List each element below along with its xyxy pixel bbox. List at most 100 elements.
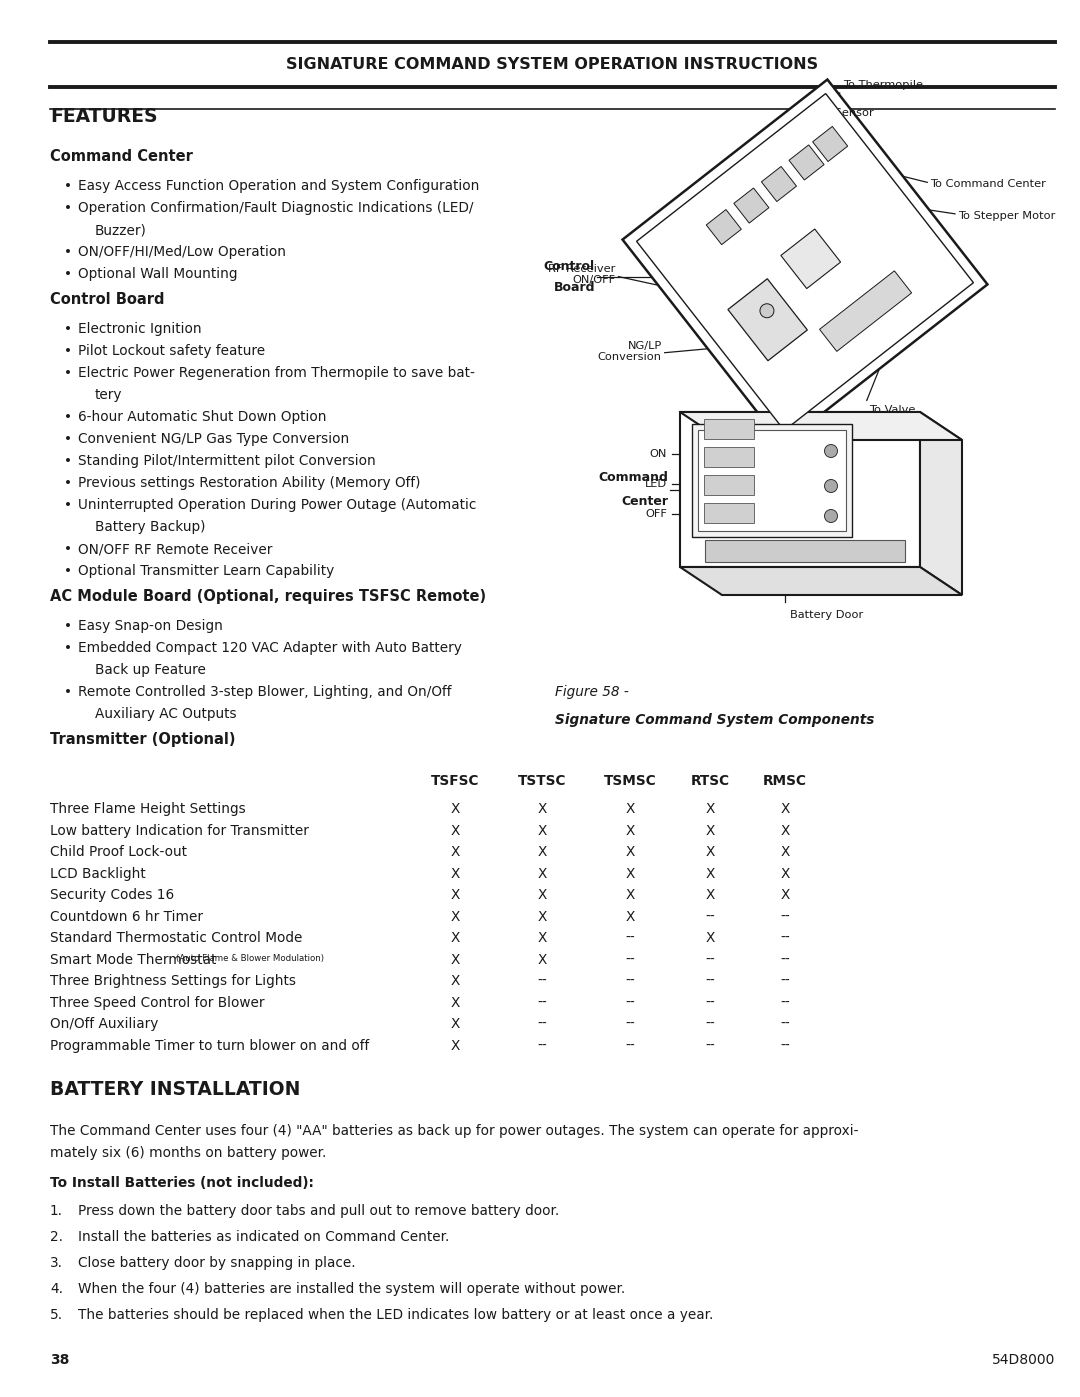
Text: X: X bbox=[450, 888, 460, 902]
Text: Standing Pilot/Intermittent pilot Conversion: Standing Pilot/Intermittent pilot Conver… bbox=[78, 454, 376, 468]
Text: TSFSC: TSFSC bbox=[431, 774, 480, 788]
Text: X: X bbox=[781, 845, 789, 859]
Text: Standard Thermostatic Control Mode: Standard Thermostatic Control Mode bbox=[50, 930, 302, 944]
Text: Security Codes 16: Security Codes 16 bbox=[50, 888, 174, 902]
Text: X: X bbox=[705, 930, 715, 944]
Text: --: -- bbox=[625, 930, 635, 944]
Text: Embedded Compact 120 VAC Adapter with Auto Battery: Embedded Compact 120 VAC Adapter with Au… bbox=[78, 641, 462, 655]
Text: 54D8000: 54D8000 bbox=[991, 1354, 1055, 1368]
Text: •: • bbox=[64, 542, 72, 556]
Text: Battery Door: Battery Door bbox=[789, 610, 863, 620]
Text: X: X bbox=[781, 823, 789, 837]
Text: X: X bbox=[705, 802, 715, 816]
Text: •: • bbox=[64, 366, 72, 380]
Text: Remote Controlled 3-step Blower, Lighting, and On/Off: Remote Controlled 3-step Blower, Lightin… bbox=[78, 685, 451, 698]
Text: X: X bbox=[625, 888, 635, 902]
Polygon shape bbox=[636, 94, 973, 430]
Text: Back up Feature: Back up Feature bbox=[95, 664, 206, 678]
Polygon shape bbox=[705, 541, 905, 562]
Text: --: -- bbox=[780, 1017, 789, 1031]
Text: Three Brightness Settings for Lights: Three Brightness Settings for Lights bbox=[50, 974, 296, 988]
Circle shape bbox=[760, 303, 774, 317]
Text: X: X bbox=[450, 845, 460, 859]
Text: X: X bbox=[450, 866, 460, 880]
Text: Figure 58 -: Figure 58 - bbox=[555, 685, 629, 698]
Text: Operation Confirmation/Fault Diagnostic Indications (LED/: Operation Confirmation/Fault Diagnostic … bbox=[78, 201, 473, 215]
Text: ON: ON bbox=[650, 448, 667, 460]
Text: Buzzer): Buzzer) bbox=[95, 224, 147, 237]
Text: Easy Access Function Operation and System Configuration: Easy Access Function Operation and Syste… bbox=[78, 179, 480, 193]
Text: •: • bbox=[64, 476, 72, 490]
Text: X: X bbox=[450, 996, 460, 1010]
Polygon shape bbox=[680, 412, 962, 440]
Text: 2.: 2. bbox=[50, 1229, 63, 1243]
Text: •: • bbox=[64, 179, 72, 193]
Text: RTSC: RTSC bbox=[690, 774, 729, 788]
Text: •: • bbox=[64, 409, 72, 425]
Text: --: -- bbox=[780, 996, 789, 1010]
Text: •: • bbox=[64, 564, 72, 578]
Text: 1.: 1. bbox=[50, 1204, 63, 1218]
Polygon shape bbox=[680, 412, 920, 567]
Text: Auxiliary AC Outputs: Auxiliary AC Outputs bbox=[95, 707, 237, 721]
Text: Control Board: Control Board bbox=[50, 292, 164, 307]
Polygon shape bbox=[704, 503, 754, 522]
Text: 4.: 4. bbox=[50, 1282, 63, 1296]
Text: --: -- bbox=[780, 974, 789, 988]
Polygon shape bbox=[781, 229, 840, 289]
Text: X: X bbox=[538, 866, 546, 880]
Polygon shape bbox=[761, 166, 797, 201]
Text: •: • bbox=[64, 321, 72, 337]
Text: --: -- bbox=[537, 996, 546, 1010]
Polygon shape bbox=[698, 430, 846, 531]
Text: Optional Wall Mounting: Optional Wall Mounting bbox=[78, 267, 238, 281]
Text: To Command Center: To Command Center bbox=[930, 179, 1047, 190]
Text: •: • bbox=[64, 201, 72, 215]
Circle shape bbox=[824, 510, 837, 522]
Text: X: X bbox=[538, 802, 546, 816]
Text: Pilot Lockout safety feature: Pilot Lockout safety feature bbox=[78, 344, 265, 358]
Text: •: • bbox=[64, 432, 72, 446]
Text: X: X bbox=[450, 930, 460, 944]
Text: --: -- bbox=[705, 953, 715, 967]
Text: LED: LED bbox=[645, 479, 667, 489]
Polygon shape bbox=[704, 475, 754, 495]
Text: SIGNATURE COMMAND SYSTEM OPERATION INSTRUCTIONS: SIGNATURE COMMAND SYSTEM OPERATION INSTR… bbox=[286, 57, 819, 73]
Text: X: X bbox=[705, 823, 715, 837]
Text: BATTERY INSTALLATION: BATTERY INSTALLATION bbox=[50, 1080, 300, 1099]
Text: Install the batteries as indicated on Command Center.: Install the batteries as indicated on Co… bbox=[78, 1229, 449, 1243]
Text: X: X bbox=[538, 930, 546, 944]
Text: Battery Backup): Battery Backup) bbox=[95, 520, 205, 534]
Polygon shape bbox=[728, 279, 808, 360]
Text: --: -- bbox=[780, 953, 789, 967]
Text: •: • bbox=[64, 619, 72, 633]
Text: --: -- bbox=[625, 1038, 635, 1052]
Text: Smart Mode Thermostat: Smart Mode Thermostat bbox=[50, 953, 216, 967]
Text: X: X bbox=[450, 1017, 460, 1031]
Text: To Stepper Motor: To Stepper Motor bbox=[958, 211, 1055, 221]
Polygon shape bbox=[680, 567, 962, 595]
Text: Previous settings Restoration Ability (Memory Off): Previous settings Restoration Ability (M… bbox=[78, 476, 420, 490]
Text: --: -- bbox=[705, 909, 715, 923]
Text: Board: Board bbox=[554, 281, 595, 293]
Text: X: X bbox=[450, 974, 460, 988]
Text: (Auto Flame & Blower Modulation): (Auto Flame & Blower Modulation) bbox=[176, 954, 324, 963]
Text: To Sparker: To Sparker bbox=[802, 138, 863, 148]
Text: AC Module Board (Optional, requires TSFSC Remote): AC Module Board (Optional, requires TSFS… bbox=[50, 590, 486, 604]
Polygon shape bbox=[706, 210, 741, 244]
Text: Electronic Ignition: Electronic Ignition bbox=[78, 321, 202, 337]
Polygon shape bbox=[789, 145, 824, 180]
Text: Center: Center bbox=[621, 495, 669, 509]
Text: X: X bbox=[538, 823, 546, 837]
Text: --: -- bbox=[625, 1017, 635, 1031]
Text: X: X bbox=[781, 802, 789, 816]
Text: RMSC: RMSC bbox=[764, 774, 807, 788]
Text: Low battery Indication for Transmitter: Low battery Indication for Transmitter bbox=[50, 823, 309, 837]
Text: •: • bbox=[64, 344, 72, 358]
Text: •: • bbox=[64, 267, 72, 281]
Text: Transmitter (Optional): Transmitter (Optional) bbox=[50, 732, 235, 747]
Text: RF Receiver
ON/OFF: RF Receiver ON/OFF bbox=[549, 264, 616, 285]
Text: Convenient NG/LP Gas Type Conversion: Convenient NG/LP Gas Type Conversion bbox=[78, 432, 349, 446]
Text: --: -- bbox=[625, 974, 635, 988]
Text: X: X bbox=[538, 888, 546, 902]
